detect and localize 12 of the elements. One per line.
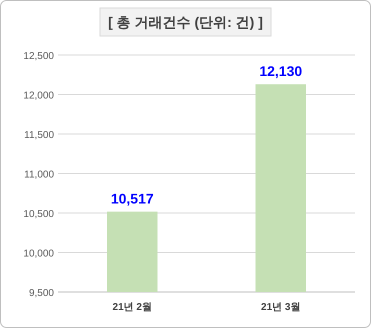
y-tick-label: 10,000 xyxy=(23,248,54,260)
data-label: 10,517 xyxy=(110,190,154,207)
y-tick-label: 12,000 xyxy=(23,90,54,102)
y-tick-label: 12,500 xyxy=(23,51,54,62)
y-tick-label: 11,000 xyxy=(24,170,54,180)
x-tick-label: 21년 3월 xyxy=(261,302,300,313)
x-tick-label: 21년 2월 xyxy=(112,302,152,313)
y-tick-label: 11,500 xyxy=(24,130,54,141)
chart-title: [ 총 거래건수 (단위: 건) ] xyxy=(108,14,263,30)
data-label: 12,130 xyxy=(259,63,302,80)
y-tick-label: 9,500 xyxy=(28,288,54,299)
y-tick-label: 10,500 xyxy=(23,209,54,220)
